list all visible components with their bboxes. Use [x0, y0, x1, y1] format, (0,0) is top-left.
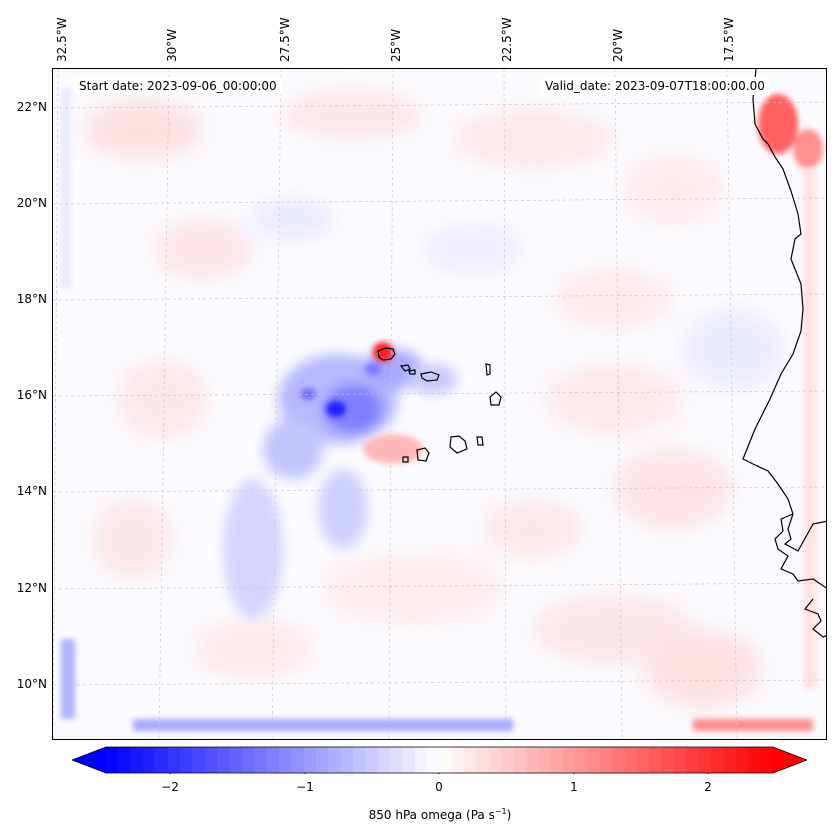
colorbar-cell — [451, 747, 465, 773]
colorbar-cell — [748, 747, 762, 773]
omega-field-map — [53, 69, 826, 739]
colorbar-cell — [550, 747, 564, 773]
colorbar-cell — [563, 747, 576, 773]
colorbar-cell — [390, 747, 404, 773]
convective-cluster — [223, 349, 458, 619]
lat-label-14n: 14°N — [16, 484, 47, 498]
colorbar-cell — [674, 747, 688, 773]
cluster-core — [300, 363, 381, 417]
lon-label-25w: 25°W — [389, 28, 403, 62]
lon-label-27-5w: 27.5°W — [278, 17, 292, 62]
colorbar-cell — [637, 747, 651, 773]
colorbar-tick-label: −2 — [161, 780, 179, 794]
colorbar-min-extend — [72, 747, 106, 773]
colorbar-cell — [204, 747, 218, 773]
boundary-bands — [61, 89, 817, 731]
colorbar-label: 850 hPa omega (Pa s−1) — [368, 807, 512, 822]
colorbar-cell — [254, 747, 268, 773]
colorbar-tick-label: 1 — [570, 780, 578, 794]
colorbar-cell — [143, 747, 157, 773]
lat-label-20n: 20°N — [16, 196, 47, 210]
lat-label-10n: 10°N — [16, 677, 47, 691]
colorbar-cell — [315, 747, 329, 773]
colorbar-cell — [501, 747, 515, 773]
colorbar-cell — [266, 747, 280, 773]
colorbar-cells — [72, 747, 807, 773]
lat-label-18n: 18°N — [16, 292, 47, 306]
colorbar-cell — [365, 747, 379, 773]
colorbar-cell — [217, 747, 231, 773]
start-date-box: Start date: 2023-09-06_00:00:00 — [74, 77, 282, 95]
colorbar-cell — [180, 747, 194, 773]
colorbar-cell — [340, 747, 354, 773]
colorbar-cell — [575, 747, 589, 773]
colorbar-cell — [587, 747, 601, 773]
colorbar-cell — [525, 747, 539, 773]
colorbar-cell — [698, 747, 712, 773]
colorbar-outline — [72, 746, 807, 774]
colorbar-cell — [760, 747, 774, 773]
colorbar-cell — [130, 747, 144, 773]
colorbar-cell — [439, 747, 453, 773]
lat-label-22n: 22°N — [16, 100, 47, 114]
lon-label-30w: 30°W — [165, 28, 179, 62]
colorbar-cell — [377, 747, 391, 773]
colorbar-cell — [414, 747, 428, 773]
colorbar-cell — [118, 747, 132, 773]
colorbar-cell — [192, 747, 206, 773]
valid-date-box: Valid_date: 2023-09-07T18:00:00.00 — [540, 77, 770, 95]
colorbar-cell — [328, 747, 342, 773]
graticule — [53, 69, 826, 739]
colorbar-cell — [661, 747, 675, 773]
lat-label-16n: 16°N — [16, 388, 47, 402]
colorbar — [72, 746, 807, 774]
colorbar-cell — [167, 747, 181, 773]
colorbar-cell — [612, 747, 626, 773]
colorbar-cell — [464, 747, 478, 773]
colorbar-cell — [513, 747, 527, 773]
map-panel[interactable] — [52, 68, 827, 740]
lat-label-12n: 12°N — [16, 581, 47, 595]
colorbar-cell — [711, 747, 725, 773]
colorbar-cell — [624, 747, 638, 773]
colorbar-tick-label: 2 — [704, 780, 712, 794]
colorbar-cell — [476, 747, 490, 773]
african-coastline — [742, 69, 826, 552]
colorbar-cell — [649, 747, 663, 773]
broad-field-patches — [83, 89, 783, 709]
colorbar-cell — [538, 747, 552, 773]
colorbar-cell — [353, 747, 366, 773]
colorbar-tick-label: 0 — [435, 780, 443, 794]
colorbar-cell — [427, 747, 441, 773]
colorbar-cell — [735, 747, 749, 773]
colorbar-cell — [600, 747, 614, 773]
colorbar-cell — [278, 747, 292, 773]
gambia-guinea-coast — [774, 513, 826, 638]
cape-verde-islands — [377, 347, 502, 463]
colorbar-cell — [303, 747, 317, 773]
lon-label-20w: 20°W — [611, 28, 625, 62]
colorbar-cell — [155, 747, 169, 773]
colorbar-cell — [686, 747, 700, 773]
colorbar-cell — [106, 747, 119, 773]
colorbar-cell — [402, 747, 416, 773]
colorbar-max-extend — [773, 747, 807, 773]
colorbar-cell — [723, 747, 737, 773]
lon-label-22-5w: 22.5°W — [500, 17, 514, 62]
colorbar-cell — [291, 747, 305, 773]
colorbar-cell — [241, 747, 255, 773]
colorbar-tick-label: −1 — [296, 780, 314, 794]
lon-label-32-5w: 32.5°W — [55, 17, 69, 62]
lon-label-17-5w: 17.5°W — [722, 17, 736, 62]
colorbar-cell — [488, 747, 502, 773]
colorbar-cell — [229, 747, 243, 773]
